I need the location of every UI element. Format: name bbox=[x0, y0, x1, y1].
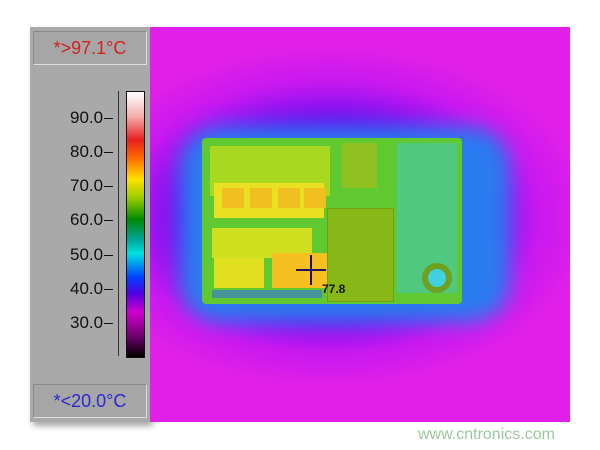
temperature-scale-panel: *>97.1°C 90.0 80.0 70.0 60.0 50.0 40.0 3… bbox=[30, 27, 150, 422]
thermal-image: 77.8 bbox=[150, 27, 570, 422]
max-temperature-label: *>97.1°C bbox=[33, 31, 147, 65]
tick-label: 30.0 bbox=[70, 314, 120, 332]
circuit-board bbox=[202, 138, 462, 304]
spot-temperature: 77.8 bbox=[322, 282, 346, 296]
scale-axis bbox=[118, 91, 119, 356]
tick-label: 40.0 bbox=[70, 280, 120, 298]
tick-label: 80.0 bbox=[70, 143, 120, 161]
tick-label: 70.0 bbox=[70, 177, 120, 195]
tick-label: 50.0 bbox=[70, 246, 120, 264]
tick-label: 60.0 bbox=[70, 211, 120, 229]
tick-label: 90.0 bbox=[70, 109, 120, 127]
crosshair-icon bbox=[310, 255, 312, 285]
min-temperature-label: *<20.0°C bbox=[33, 384, 147, 418]
watermark: www.cntronics.com bbox=[400, 424, 600, 446]
color-bar bbox=[126, 91, 145, 358]
